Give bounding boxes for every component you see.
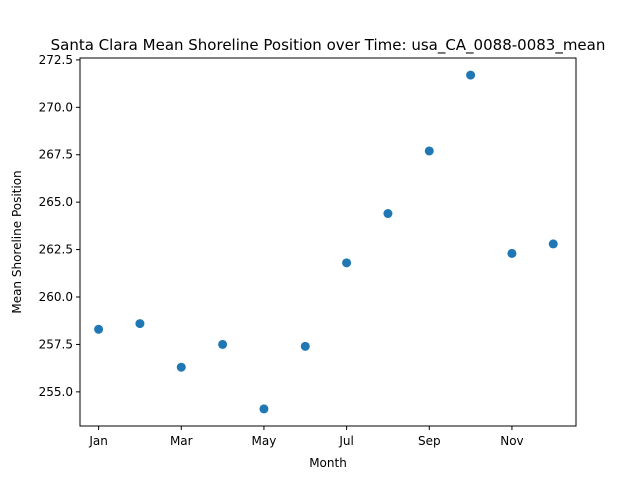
data-point	[548, 239, 558, 249]
x-axis: Jan Mar May Jul Sep Nov	[88, 426, 524, 448]
data-point	[218, 339, 228, 349]
chart-title: Santa Clara Mean Shoreline Position over…	[51, 36, 606, 55]
data-point	[342, 258, 352, 268]
y-tick-label: 260.0	[39, 290, 73, 304]
y-axis: 255.0 257.5 260.0 262.5 265.0 267.5 270.0 272.5	[39, 53, 80, 399]
y-tick-label: 267.5	[39, 148, 73, 162]
x-tick-label: May	[252, 434, 277, 448]
x-tick-label: Jan	[88, 434, 108, 448]
x-tick-label: Nov	[500, 434, 523, 448]
x-tick-label: Jul	[338, 434, 353, 448]
y-axis-label: Mean Shoreline Position	[10, 170, 24, 313]
x-tick-label: Sep	[418, 434, 441, 448]
y-tick-label: 257.5	[39, 337, 73, 351]
y-tick-label: 272.5	[39, 53, 73, 67]
y-tick-label: 255.0	[39, 385, 73, 399]
data-point	[466, 70, 476, 80]
plot-area: 255.0 257.5 260.0 262.5 265.0 267.5 270.0 272.5…	[39, 53, 577, 448]
data-point	[94, 324, 104, 334]
data-point	[300, 341, 310, 351]
data-point	[507, 248, 517, 258]
data-point	[383, 209, 393, 219]
data-point	[259, 404, 269, 414]
x-axis-label: Month	[309, 456, 347, 470]
x-tick-label: Mar	[170, 434, 193, 448]
y-tick-label: 262.5	[39, 243, 73, 257]
y-tick-label: 270.0	[39, 100, 73, 114]
data-points	[94, 70, 558, 414]
data-point	[176, 362, 186, 372]
plot-frame	[79, 57, 577, 427]
data-point	[424, 146, 434, 156]
y-tick-label: 265.0	[39, 195, 73, 209]
data-point	[135, 319, 145, 329]
